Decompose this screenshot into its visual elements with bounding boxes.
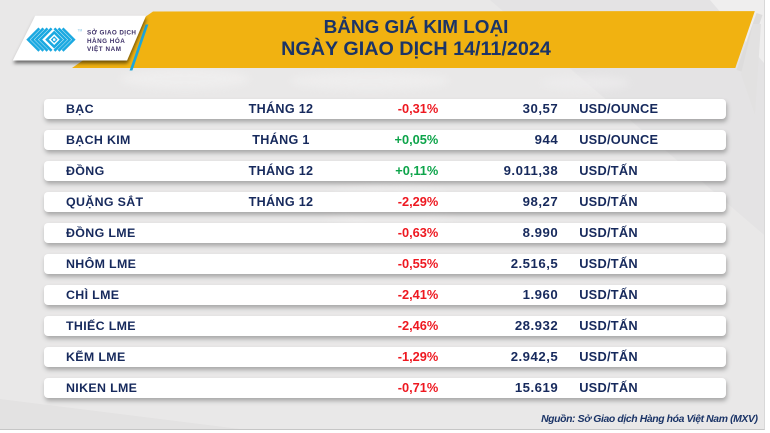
svg-text:SỞ GIAO DỊCH: SỞ GIAO DỊCH	[87, 27, 136, 36]
svg-text:HÀNG HÓA: HÀNG HÓA	[87, 36, 125, 45]
svg-text:TM: TM	[78, 28, 83, 32]
svg-text:VIỆT NAM: VIỆT NAM	[87, 44, 122, 53]
